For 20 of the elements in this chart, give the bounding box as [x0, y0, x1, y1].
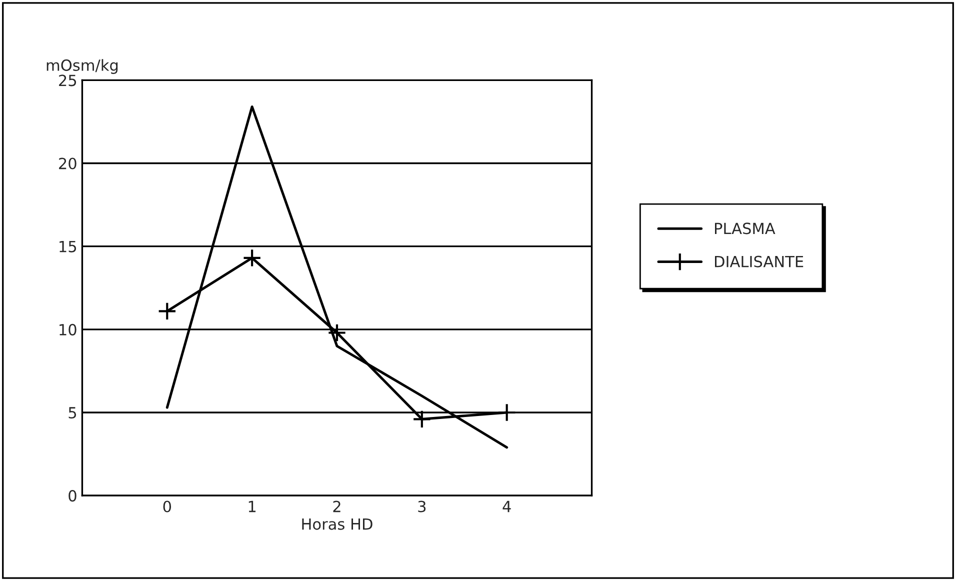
point [242, 248, 262, 268]
point [412, 410, 432, 429]
x-tick-label: 2 [333, 500, 340, 512]
y-tick-label: 20 [59, 158, 76, 170]
legend-label: DIALISANTE [715, 256, 804, 268]
x-tick-label: 0 [163, 500, 171, 512]
point [497, 403, 516, 422]
x-axis-title: Horas HD [302, 518, 372, 530]
y-tick-label: 25 [59, 74, 76, 86]
point [328, 323, 346, 342]
y-tick-label: 15 [60, 241, 76, 252]
x-tick-label: 1 [248, 500, 256, 512]
point [158, 302, 177, 321]
y-tick-label: 0 [68, 490, 76, 502]
x-tick-label: 3 [418, 500, 426, 512]
y-tick-label: 10 [60, 324, 76, 336]
x-tick-label: 4 [502, 500, 511, 512]
y-tick-label: 5 [68, 407, 76, 419]
legend-label: PLASMA [715, 222, 776, 234]
y-axis-title: mOsm/kg [46, 59, 118, 74]
